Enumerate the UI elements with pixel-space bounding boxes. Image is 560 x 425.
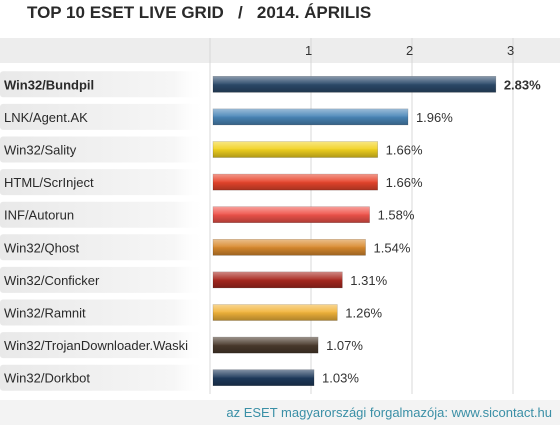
category-row-bg xyxy=(0,266,205,293)
data-label: 1.66% xyxy=(386,175,423,190)
bar-gloss xyxy=(213,76,496,93)
axis-header-strip xyxy=(0,38,560,63)
bar-gloss xyxy=(213,206,370,223)
bar-gloss xyxy=(213,271,343,288)
category-row-bg xyxy=(0,71,205,98)
category-row-bg xyxy=(0,136,205,163)
data-label: 1.54% xyxy=(374,240,411,255)
category-row-bg xyxy=(0,201,205,228)
x-tick-label: 2 xyxy=(406,43,413,58)
category-label: INF/Autorun xyxy=(4,208,74,223)
x-tick-label: 3 xyxy=(507,43,514,58)
footer-credit: az ESET magyarországi forgalmazója: www.… xyxy=(226,405,552,420)
bar-gloss xyxy=(213,337,319,354)
category-label: Win32/Dorkbot xyxy=(4,371,90,386)
category-label: Win32/TrojanDownloader.Waski xyxy=(4,338,188,353)
x-tick-label: 1 xyxy=(305,43,312,58)
bar-gloss xyxy=(213,141,378,158)
bar-gloss xyxy=(213,174,378,191)
category-row-bg xyxy=(0,169,205,196)
bar-gloss xyxy=(213,239,366,256)
category-label: Win32/Qhost xyxy=(4,240,80,255)
chart-area: 1 2 3 Win32/Bundpil 2.83% LNK/Agent.AK 1.96% Wi… xyxy=(0,38,560,394)
bar-gloss xyxy=(213,304,338,321)
data-label: 2.83% xyxy=(504,77,541,92)
data-label: 1.66% xyxy=(386,143,423,158)
category-label: Win32/Conficker xyxy=(4,273,100,288)
category-label: LNK/Agent.AK xyxy=(4,110,88,125)
data-label: 1.03% xyxy=(322,371,359,386)
data-label: 1.31% xyxy=(350,273,387,288)
data-label: 1.58% xyxy=(378,208,415,223)
category-row-bg xyxy=(0,332,205,359)
category-label: Win32/Bundpil xyxy=(4,77,94,92)
data-label: 1.07% xyxy=(326,338,363,353)
category-label: Win32/Ramnit xyxy=(4,306,86,321)
category-label: Win32/Sality xyxy=(4,143,77,158)
data-label: 1.96% xyxy=(416,110,453,125)
category-row-bg xyxy=(0,234,205,261)
category-row-bg xyxy=(0,364,205,391)
bar-gloss xyxy=(213,369,315,386)
category-label: HTML/ScrInject xyxy=(4,175,94,190)
data-label: 1.26% xyxy=(345,306,382,321)
footer: az ESET magyarországi forgalmazója: www.… xyxy=(0,400,560,425)
chart-title: TOP 10 ESET LIVE GRID / 2014. ÁPRILIS xyxy=(27,3,372,22)
category-row-bg xyxy=(0,103,205,130)
bar-chart: 1 2 3 Win32/Bundpil 2.83% LNK/Agent.AK 1.96% Wi… xyxy=(0,38,541,394)
bar-gloss xyxy=(213,108,408,125)
category-row-bg xyxy=(0,299,205,326)
